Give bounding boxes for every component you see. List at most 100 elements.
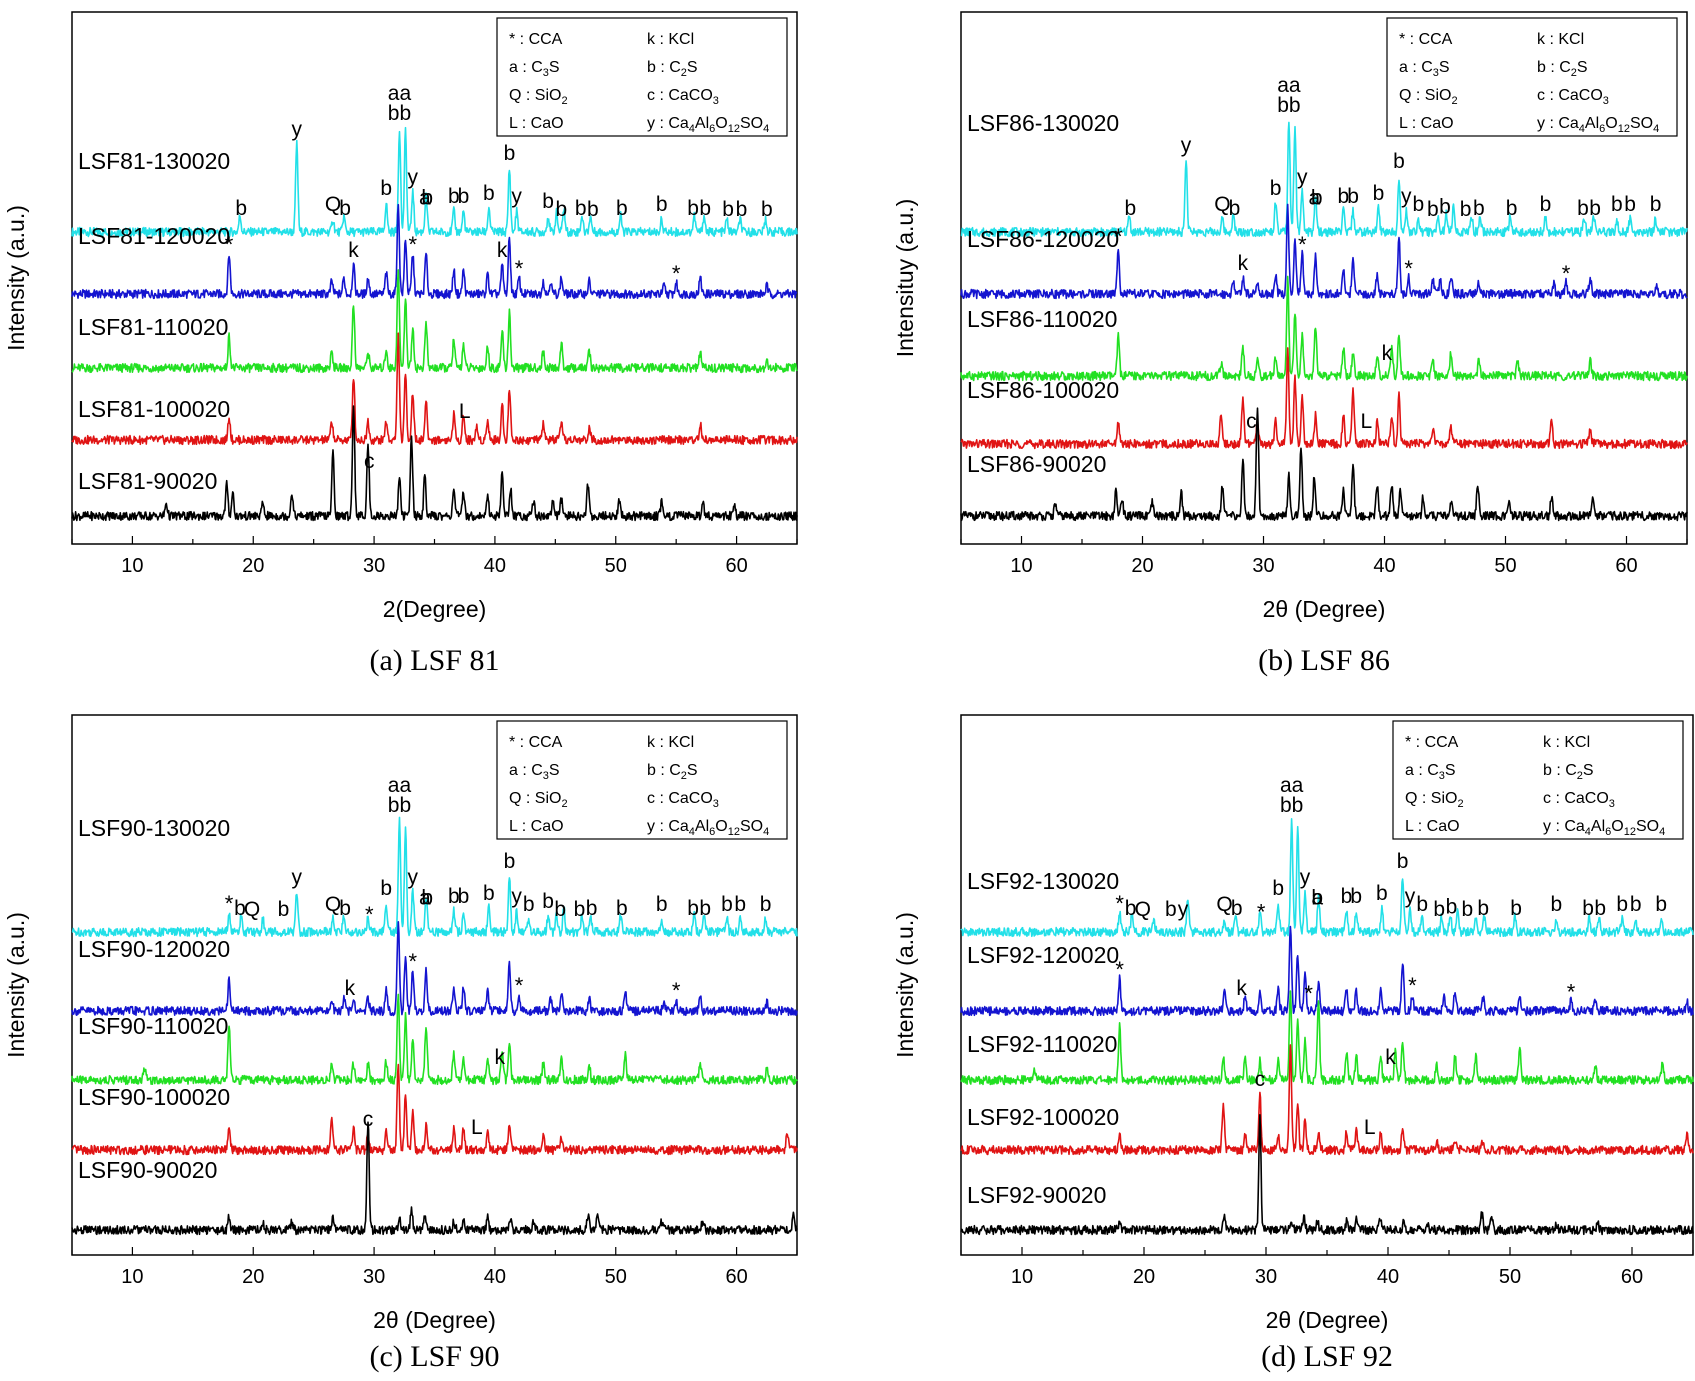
peak-label: b — [734, 893, 746, 916]
x-tick-label: 20 — [242, 1266, 264, 1288]
legend-entry: a : C3S — [509, 762, 560, 782]
x-tick-label: 10 — [121, 1266, 143, 1288]
series-line — [71, 126, 798, 238]
series-name: LSF86-120020 — [967, 226, 1119, 252]
series-line — [960, 275, 1688, 382]
peak-label: y — [1178, 898, 1189, 921]
peak-label: b — [1397, 850, 1409, 873]
x-axis-label: 2θ (Degree) — [373, 1307, 496, 1333]
series-LSF92-100020: LSF92-100020 c L — [960, 1044, 1694, 1156]
peak-label: b — [339, 897, 351, 920]
legend-entry: k : KCl — [1543, 734, 1590, 751]
peak-label: y — [1405, 885, 1416, 908]
peak-label: b — [1393, 150, 1405, 173]
y-axis-label: Intensity (a.u.) — [892, 912, 918, 1058]
peak-label: k — [1238, 252, 1249, 275]
series-line — [960, 1044, 1694, 1156]
peak-label: aa — [388, 82, 412, 105]
series-line — [71, 993, 798, 1086]
series-LSF81-90020: LSF81-90020 c — [71, 405, 798, 522]
legend-entry: L : CaO — [509, 818, 564, 835]
series-line — [71, 1063, 798, 1156]
legend-entry: * : CCA — [1405, 734, 1459, 751]
panel-caption: (a) LSF 81 — [370, 644, 500, 677]
series-name: LSF81-110020 — [78, 314, 228, 340]
x-tick-label: 20 — [242, 555, 264, 577]
series-line — [960, 407, 1688, 522]
legend: * : CCA k : KCl a : C3S b : C2S Q : SiO2 c : … — [496, 17, 788, 137]
series-line — [71, 405, 798, 522]
x-tick-label: 50 — [1494, 555, 1516, 577]
legend-entry: k : KCl — [647, 734, 694, 751]
legend-entry: Q : SiO2 — [1405, 790, 1464, 810]
peak-label: y — [292, 118, 303, 141]
peak-label: b — [1439, 195, 1451, 218]
series-name: LSF81-120020 — [78, 223, 230, 249]
peak-label: b — [458, 185, 470, 208]
x-tick-label: 40 — [484, 1266, 506, 1288]
peak-label: b — [1270, 177, 1282, 200]
peak-label: k — [348, 239, 359, 262]
peak-label: b — [421, 887, 433, 910]
peak-label: b — [458, 885, 470, 908]
peak-label: y — [408, 866, 419, 889]
legend-entry: b : C2S — [1537, 59, 1588, 79]
series-name: LSF92-100020 — [967, 1104, 1119, 1130]
x-tick-label: 60 — [725, 555, 747, 577]
peak-label: b — [504, 850, 516, 873]
peak-label: Q — [1216, 893, 1232, 916]
peak-label: bb — [1277, 94, 1300, 117]
peak-label: c — [1255, 1068, 1266, 1091]
legend-entry: L : CaO — [1405, 818, 1460, 835]
peak-label: b — [234, 897, 246, 920]
peak-label: b — [556, 198, 568, 221]
peak-label: * — [408, 949, 417, 974]
peak-label: b — [736, 198, 748, 221]
peak-label: * — [1257, 899, 1266, 924]
series-line — [960, 347, 1688, 450]
peak-label: y — [1401, 185, 1412, 208]
peak-label: k — [1385, 1046, 1396, 1069]
peak-label: b — [1427, 198, 1439, 221]
peak-label: b — [1551, 893, 1563, 916]
peak-label: c — [364, 450, 375, 473]
peak-label: b — [278, 898, 290, 921]
peak-label: * — [672, 978, 681, 1003]
x-tick-label: 40 — [484, 555, 506, 577]
peak-label: * — [225, 232, 234, 257]
peak-label: b — [1616, 893, 1628, 916]
peak-label: k — [345, 977, 356, 1000]
x-tick-label: 50 — [1499, 1266, 1521, 1288]
panel-d: 10 20 30 40 50 60 2θ (Degree) Intensity (a.u.) (… — [892, 714, 1694, 1373]
peak-label: * — [1115, 891, 1124, 916]
series-name: LSF92-110020 — [967, 1031, 1117, 1057]
legend-entry: k : KCl — [647, 31, 694, 48]
peak-label: b — [1341, 885, 1353, 908]
peak-label: k — [1382, 342, 1393, 365]
peak-label: b — [760, 893, 772, 916]
series-line — [960, 1114, 1694, 1236]
series-LSF92-120020: LSF92-120020*k * * * — [960, 925, 1694, 1017]
peak-label: b — [380, 177, 392, 200]
legend-entry: a : C3S — [1399, 59, 1450, 79]
peak-label: b — [523, 893, 535, 916]
peak-label: b — [448, 885, 460, 908]
x-tick-label: 10 — [121, 555, 143, 577]
peak-label: * — [1562, 261, 1571, 286]
peak-label: a — [419, 887, 431, 910]
peak-label: b — [504, 142, 516, 165]
series-line — [960, 925, 1694, 1017]
legend-entry: Q : SiO2 — [509, 87, 568, 107]
peak-label: * — [1408, 973, 1417, 998]
peak-label: b — [421, 187, 433, 210]
x-tick-label: 10 — [1011, 1266, 1033, 1288]
peak-label: k — [497, 239, 508, 262]
legend-entry: y : Ca4Al6O12SO4 — [1537, 115, 1659, 135]
series-name: LSF81-130020 — [78, 148, 230, 174]
legend-box — [496, 17, 788, 137]
peak-label: b — [1594, 897, 1606, 920]
series-name: LSF90-110020 — [78, 1013, 228, 1039]
x-tick-label: 60 — [1615, 555, 1637, 577]
peak-label: y — [1300, 866, 1311, 889]
